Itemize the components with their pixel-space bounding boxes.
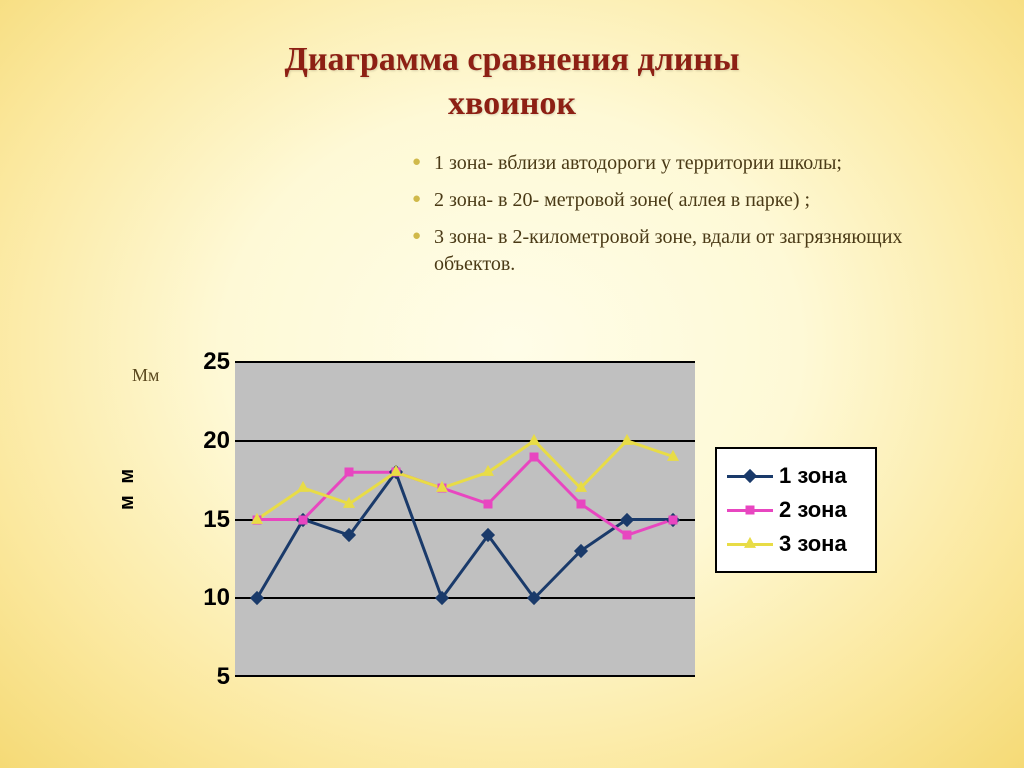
legend-swatch (727, 534, 773, 554)
slide-title: Диаграмма сравнения длины хвоинок (0, 0, 1024, 126)
data-marker (345, 468, 354, 477)
data-marker (621, 434, 633, 445)
data-marker (667, 449, 679, 460)
data-marker (746, 506, 755, 515)
y-tick-label: 25 (175, 348, 230, 376)
data-marker (622, 531, 631, 540)
chart: 510152025 1 зона2 зона3 зона (175, 362, 895, 712)
y-unit-label: Мм (132, 365, 159, 386)
legend-item: 3 зона (725, 527, 867, 561)
y-tick-label: 5 (175, 663, 230, 691)
data-marker (528, 434, 540, 445)
data-marker (576, 499, 585, 508)
data-marker (436, 481, 448, 492)
legend-label: 3 зона (779, 531, 847, 557)
data-marker (744, 537, 756, 548)
y-tick-label: 10 (175, 584, 230, 612)
legend-label: 1 зона (779, 463, 847, 489)
legend-swatch (727, 466, 773, 486)
data-marker (530, 452, 539, 461)
title-line-1: Диаграмма сравнения длины (284, 41, 739, 78)
plot-area (235, 362, 695, 677)
data-marker (343, 497, 355, 508)
data-marker (482, 465, 494, 476)
y-axis-label: м м (116, 466, 139, 510)
bullet-item: 3 зона- в 2-километровой зоне, вдали от … (412, 224, 972, 278)
title-line-2: хвоинок (448, 85, 576, 122)
data-marker (299, 515, 308, 524)
legend-item: 1 зона (725, 459, 867, 493)
y-tick-label: 15 (175, 506, 230, 534)
data-marker (669, 515, 678, 524)
y-tick-label: 20 (175, 427, 230, 455)
data-marker (743, 469, 757, 483)
bullet-list: 1 зона- вблизи автодороги у территории ш… (412, 150, 972, 288)
bullet-item: 1 зона- вблизи автодороги у территории ш… (412, 150, 972, 177)
data-marker (484, 499, 493, 508)
legend-label: 2 зона (779, 497, 847, 523)
legend-swatch (727, 500, 773, 520)
data-marker (390, 465, 402, 476)
legend: 1 зона 2 зона 3 зона (715, 447, 877, 573)
bullet-item: 2 зона- в 20- метровой зоне( аллея в пар… (412, 187, 972, 214)
legend-item: 2 зона (725, 493, 867, 527)
data-marker (251, 512, 263, 523)
data-marker (297, 481, 309, 492)
data-marker (575, 481, 587, 492)
